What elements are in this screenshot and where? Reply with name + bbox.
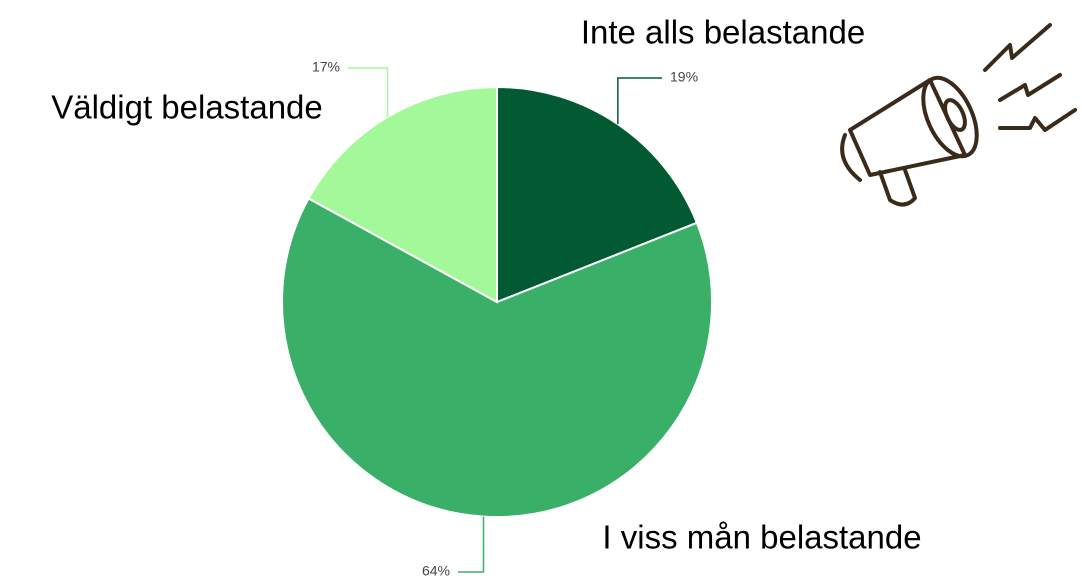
percent-label: 17% [312,59,340,75]
megaphone-icon [840,23,1077,207]
leader-line [348,67,389,117]
percent-label: 19% [670,69,698,85]
percent-label: 64% [422,563,450,579]
category-label: I viss mån belastande [602,519,921,556]
leader-line [617,77,662,125]
category-label: Inte alls belastande [581,14,865,51]
leader-line [458,516,485,573]
category-label: Väldigt belastande [51,89,323,126]
pie-slice [281,197,713,518]
pie-slice [307,85,498,304]
